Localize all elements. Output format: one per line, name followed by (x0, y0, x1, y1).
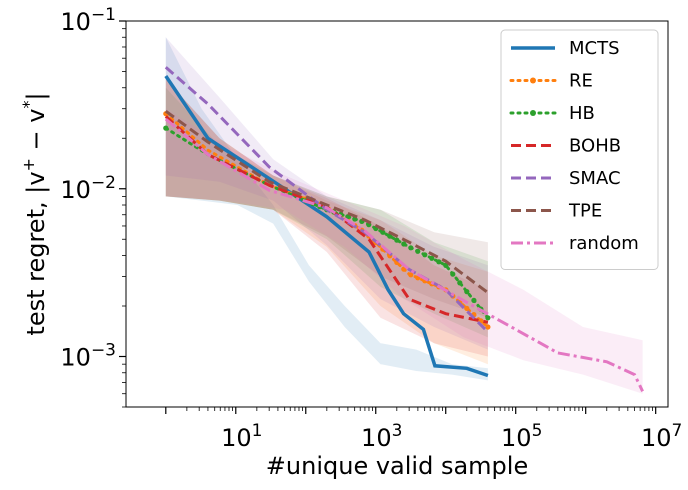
marker-hb (408, 245, 414, 251)
marker-hb (401, 241, 407, 247)
legend-label-mcts: MCTS (569, 38, 620, 59)
legend-marker-hb (530, 110, 536, 116)
x-tick-label: 107 (641, 421, 682, 452)
band-hb (165, 87, 488, 338)
series-lines (163, 66, 644, 392)
marker-hb (471, 297, 477, 303)
legend-label-random: random (569, 233, 639, 254)
marker-hb (464, 289, 470, 295)
marker-re (408, 272, 414, 278)
marker-hb (457, 280, 463, 286)
legend-label-re: RE (569, 71, 593, 92)
marker-hb (450, 271, 456, 277)
axis-labels: 101 103 105 107 10−3 10−2 10−1 #unique valid sa… (19, 5, 682, 480)
x-axis-label: #unique valid sample (266, 452, 528, 480)
marker-hb (422, 252, 428, 258)
line-tpe (164, 109, 489, 294)
axis-ticks (119, 20, 657, 414)
legend-label-hb: HB (569, 103, 595, 124)
y-axis-label: test regret, |v+ − v*| (19, 92, 50, 335)
band-re (165, 79, 488, 365)
x-tick-label: 101 (221, 421, 262, 452)
y-tick-label: 10−3 (60, 341, 116, 372)
band-smac (165, 37, 488, 350)
legend-label-tpe: TPE (568, 201, 602, 222)
y-tick-label: 10−2 (60, 173, 116, 204)
legend-label-bohb: BOHB (569, 136, 621, 157)
legend-box (500, 29, 659, 270)
marker-hb (415, 248, 421, 254)
marker-hb (485, 315, 491, 321)
marker-hb (394, 237, 400, 243)
legend-label-smac: SMAC (569, 168, 621, 189)
marker-hb (163, 125, 169, 131)
x-tick-label: 103 (361, 421, 402, 452)
confidence-bands (165, 37, 643, 394)
y-tick-label: 10−1 (60, 5, 116, 36)
line-random (164, 117, 644, 392)
marker-re (464, 305, 470, 311)
marker-hb (436, 259, 442, 265)
marker-re (485, 324, 491, 330)
band-random (165, 108, 643, 394)
x-tick-label: 105 (501, 421, 542, 452)
marker-hb (380, 229, 386, 235)
band-tpe (165, 79, 488, 318)
marker-hb (387, 233, 393, 239)
legend-marker-re (530, 77, 536, 84)
legend: MCTS RE HB BOHB SMAC TPE random (500, 29, 659, 270)
line-mcts (164, 75, 489, 378)
marker-hb (429, 255, 435, 261)
